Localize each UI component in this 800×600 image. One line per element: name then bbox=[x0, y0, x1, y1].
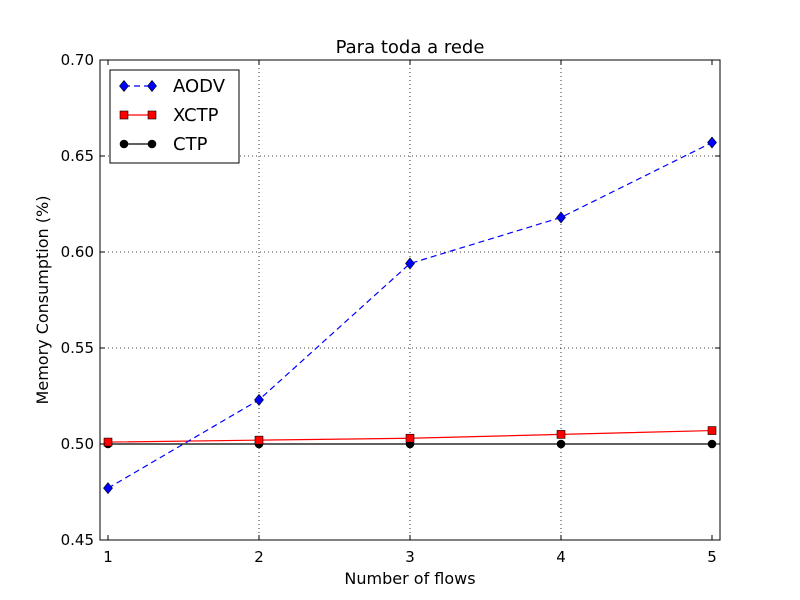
legend-marker-ctp bbox=[119, 139, 129, 149]
x-tick-label: 5 bbox=[707, 548, 717, 566]
legend-marker-xctp bbox=[119, 110, 129, 120]
y-axis-label: Memory Consumption (%) bbox=[33, 196, 52, 405]
y-tick-label: 0.60 bbox=[61, 243, 94, 261]
chart-title: Para toda a rede bbox=[336, 37, 485, 58]
legend-label-ctp: CTP bbox=[173, 134, 208, 155]
plot-area bbox=[103, 136, 717, 495]
axis-ticks: 1 2 3 4 5 0.45 0.50 0.55 0.60 0.65 0.70 bbox=[61, 51, 720, 566]
legend-box bbox=[109, 69, 240, 164]
data-point-aodv bbox=[103, 482, 113, 495]
data-point-ctp bbox=[707, 439, 717, 449]
data-point-aodv bbox=[707, 136, 717, 149]
series-line-aodv bbox=[107, 142, 713, 489]
y-tick-label: 0.45 bbox=[61, 531, 94, 549]
x-tick-label: 4 bbox=[556, 548, 566, 566]
x-axis-label: Number of flows bbox=[344, 569, 475, 588]
legend: AODV XCTP CTP bbox=[109, 69, 240, 164]
legend-label-aodv: AODV bbox=[173, 76, 226, 97]
legend-label-xctp: XCTP bbox=[173, 105, 219, 126]
legend-marker-aodv bbox=[147, 80, 157, 92]
y-tick-label: 0.70 bbox=[61, 51, 94, 69]
data-point-xctp bbox=[254, 435, 264, 445]
y-tick-label: 0.55 bbox=[61, 339, 94, 357]
data-point-aodv bbox=[254, 393, 264, 406]
legend-marker-ctp bbox=[147, 139, 157, 149]
x-tick-label: 1 bbox=[103, 548, 113, 566]
x-tick-label: 2 bbox=[254, 548, 264, 566]
data-point-xctp bbox=[556, 430, 566, 439]
data-point-xctp bbox=[707, 426, 717, 435]
legend-marker-aodv bbox=[119, 80, 129, 92]
data-point-aodv bbox=[405, 257, 415, 270]
data-point-aodv bbox=[556, 211, 566, 224]
data-point-ctp bbox=[556, 439, 566, 449]
data-point-xctp bbox=[103, 437, 113, 447]
y-tick-label: 0.65 bbox=[61, 147, 94, 165]
data-point-xctp bbox=[405, 433, 415, 443]
x-tick-label: 3 bbox=[405, 548, 415, 566]
y-tick-label: 0.50 bbox=[61, 435, 94, 453]
legend-marker-xctp bbox=[147, 110, 157, 120]
